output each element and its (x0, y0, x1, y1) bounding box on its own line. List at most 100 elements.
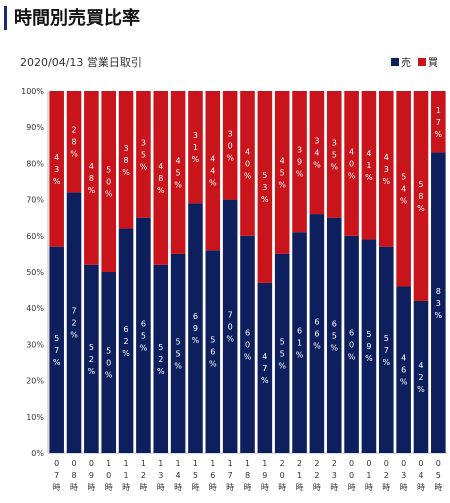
bar-segment-sell (309, 214, 325, 453)
bar-segment-sell (292, 232, 307, 453)
data-label: 0 (106, 359, 111, 368)
data-label: % (140, 343, 148, 352)
bar-segment-sell (413, 300, 429, 453)
data-label: % (330, 162, 338, 171)
data-label: 6 (314, 330, 319, 339)
data-label: 1 (436, 106, 441, 115)
data-label: % (192, 155, 200, 164)
x-tick-label: 時 (296, 483, 304, 492)
data-label: % (105, 371, 113, 380)
data-label: % (174, 361, 182, 370)
x-tick-label: 時 (226, 483, 234, 492)
x-tick-label: 1 (228, 459, 233, 468)
data-label: 4 (314, 149, 319, 158)
data-label: 7 (54, 346, 59, 355)
data-label: 3 (314, 137, 319, 146)
bar-segment-buy (309, 91, 325, 215)
x-tick-label: 時 (313, 483, 321, 492)
bar-segment-sell (49, 246, 64, 453)
data-label: 6 (210, 348, 215, 357)
x-tick-label: 時 (209, 483, 217, 492)
data-label: 0 (349, 159, 354, 168)
bar-segment-sell (170, 253, 186, 453)
bar-segment-buy (396, 91, 411, 287)
data-label: 1 (366, 161, 371, 170)
data-label: 3 (124, 144, 129, 153)
data-label: % (417, 385, 425, 394)
bar-segment-sell (222, 199, 238, 453)
x-tick-label: 7 (228, 471, 233, 480)
chart-subtitle: 2020/04/13 営業日取引 (20, 56, 142, 69)
x-tick-label: 0 (349, 459, 354, 468)
data-label: 1 (297, 339, 302, 348)
y-tick-label: 70% (26, 196, 44, 205)
data-label: 5 (332, 150, 337, 159)
data-label: 5 (176, 168, 181, 177)
data-label: 2 (124, 337, 129, 346)
data-label: 5 (280, 337, 285, 346)
x-tick-label: 0 (89, 459, 94, 468)
legend-swatch-buy (418, 57, 426, 66)
y-tick-label: 100% (21, 87, 44, 96)
data-label: % (122, 168, 130, 177)
data-label: % (122, 349, 130, 358)
bar-segment-sell (257, 282, 273, 453)
bar-segment-buy (84, 91, 99, 265)
data-label: % (88, 186, 96, 195)
bar-segment-buy (274, 91, 290, 254)
data-label: 5 (366, 330, 371, 339)
x-tick-label: 0 (436, 459, 441, 468)
x-tick-label: 2 (384, 471, 389, 480)
y-tick-label: 20% (26, 377, 44, 386)
data-label: 5 (280, 349, 285, 358)
x-tick-label: 時 (87, 483, 95, 492)
x-tick-label: 時 (400, 483, 408, 492)
data-label: 7 (71, 307, 76, 316)
data-label: 4 (366, 149, 371, 158)
data-label: 3 (193, 131, 198, 140)
x-tick-label: 2 (314, 459, 319, 468)
y-tick-label: 30% (26, 340, 44, 349)
bar-segment-buy (257, 91, 273, 283)
data-label: 5 (141, 150, 146, 159)
data-label: % (192, 336, 200, 345)
bar-segment-sell (136, 217, 151, 453)
y-tick-label: 10% (26, 413, 44, 422)
bar-segment-sell (84, 264, 99, 453)
data-label: 0 (228, 141, 233, 150)
data-label: % (435, 130, 443, 139)
data-label: % (209, 179, 217, 188)
bar-segment-buy (361, 91, 377, 240)
bar-segment-sell (101, 272, 117, 453)
bar-segment-sell (326, 217, 342, 453)
data-label: % (88, 367, 96, 376)
data-label: 5 (106, 166, 111, 175)
data-label: 4 (210, 155, 215, 164)
data-label: % (330, 343, 338, 352)
data-label: 4 (349, 147, 354, 156)
data-label: % (313, 161, 321, 170)
data-label: 6 (245, 328, 250, 337)
bar-segment-buy (101, 91, 117, 272)
data-label: % (313, 342, 321, 351)
x-tick-label: 時 (382, 483, 390, 492)
data-label: 6 (401, 366, 406, 375)
data-label: 6 (297, 327, 302, 336)
y-tick-label: 0% (31, 449, 44, 458)
x-tick-label: 0 (384, 459, 389, 468)
data-label: 5 (280, 168, 285, 177)
data-label: 6 (349, 328, 354, 337)
data-label: 7 (262, 364, 267, 373)
data-label: 2 (89, 355, 94, 364)
x-tick-label: 2 (280, 459, 285, 468)
bar-segment-buy (431, 91, 446, 153)
x-tick-label: 8 (245, 471, 250, 480)
x-tick-label: 5 (436, 471, 441, 480)
data-label: 0 (228, 322, 233, 331)
data-label: 3 (228, 129, 233, 138)
x-tick-label: 6 (210, 471, 215, 480)
data-label: 3 (262, 183, 267, 192)
x-tick-label: 時 (278, 483, 286, 492)
x-tick-label: 時 (330, 483, 338, 492)
